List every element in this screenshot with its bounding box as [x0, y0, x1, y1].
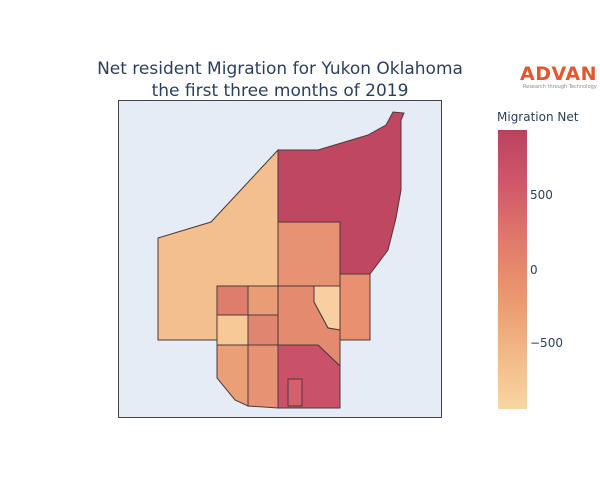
map-region-grid-b[interactable] [247, 285, 279, 316]
map-region-south-a[interactable] [216, 344, 249, 407]
map-region-east-mid[interactable] [277, 221, 341, 287]
map-region-south-b[interactable] [247, 344, 279, 409]
advan-logo: ADVAN Research through Technology [520, 64, 600, 90]
logo-tagline: Research through Technology [523, 84, 597, 90]
colorbar-tick-minus-500: −500 [530, 336, 563, 350]
map-region-south-notch[interactable] [287, 378, 303, 407]
colorbar-title: Migration Net [497, 110, 579, 124]
choropleth-map[interactable] [118, 100, 442, 418]
map-region-east-strip[interactable] [339, 273, 371, 341]
logo-wordmark: ADVAN [520, 63, 597, 85]
map-region-grid-c[interactable] [216, 314, 249, 346]
title-line-2: the first three months of 2019 [151, 81, 409, 101]
colorbar-tick-0: 0 [530, 263, 538, 277]
chart-title: Net resident Migration for Yukon Oklahom… [40, 58, 520, 102]
colorbar-gradient [498, 130, 527, 409]
title-line-1: Net resident Migration for Yukon Oklahom… [97, 59, 463, 79]
colorbar-tick-500: 500 [530, 188, 553, 202]
map-region-grid-a[interactable] [216, 285, 249, 316]
map-region-grid-d[interactable] [247, 314, 279, 346]
